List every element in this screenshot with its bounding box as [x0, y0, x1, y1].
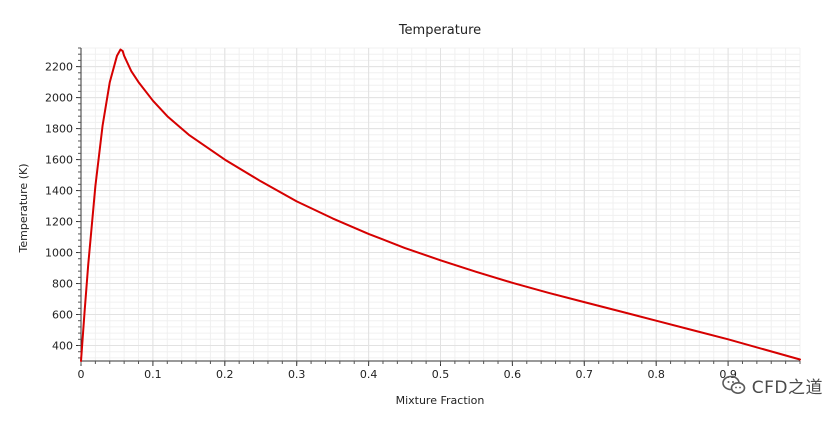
- x-tick-label: 0.8: [647, 368, 665, 381]
- x-tick-label: 0.3: [288, 368, 306, 381]
- y-tick-label: 1800: [45, 123, 73, 136]
- watermark-text: CFD之道: [751, 377, 823, 398]
- y-tick-label: 800: [52, 278, 73, 291]
- series-line-temperature: [80, 48, 801, 362]
- x-tick-label: 0.1: [144, 368, 162, 381]
- y-axis-label: Temperature (K): [17, 164, 30, 254]
- y-tick-label: 1200: [45, 216, 73, 229]
- x-tick-label: 0: [78, 368, 85, 381]
- y-tick-label: 1600: [45, 154, 73, 167]
- chat-bubble-icon: [721, 373, 746, 397]
- x-tick-label: 0.2: [216, 368, 234, 381]
- x-tick-label: 0.4: [360, 368, 378, 381]
- y-tick-label: 1400: [45, 185, 73, 198]
- watermark: CFD之道: [721, 372, 823, 398]
- x-tick-label: 0.5: [432, 368, 450, 381]
- y-tick-label: 2200: [45, 61, 73, 74]
- axes: [76, 47, 801, 366]
- chart-title: Temperature: [398, 23, 481, 38]
- y-tick-label: 1000: [45, 247, 73, 260]
- x-tick-label: 0.6: [504, 368, 522, 381]
- y-tick-label: 600: [52, 309, 73, 322]
- tick-labels: 0 0.1 0.2 0.3 0.4 0.5 0.6 0.7 0.8 0.9 400 600 800 100…: [45, 61, 737, 381]
- x-tick-label: 0.7: [576, 368, 594, 381]
- y-tick-label: 400: [52, 340, 73, 353]
- y-tick-label: 2000: [45, 92, 73, 105]
- series-layer: [80, 48, 801, 362]
- x-axis-label: Mixture Fraction: [396, 394, 485, 407]
- gridlines: [81, 47, 801, 361]
- x-tick-label: 0.9: [719, 368, 737, 381]
